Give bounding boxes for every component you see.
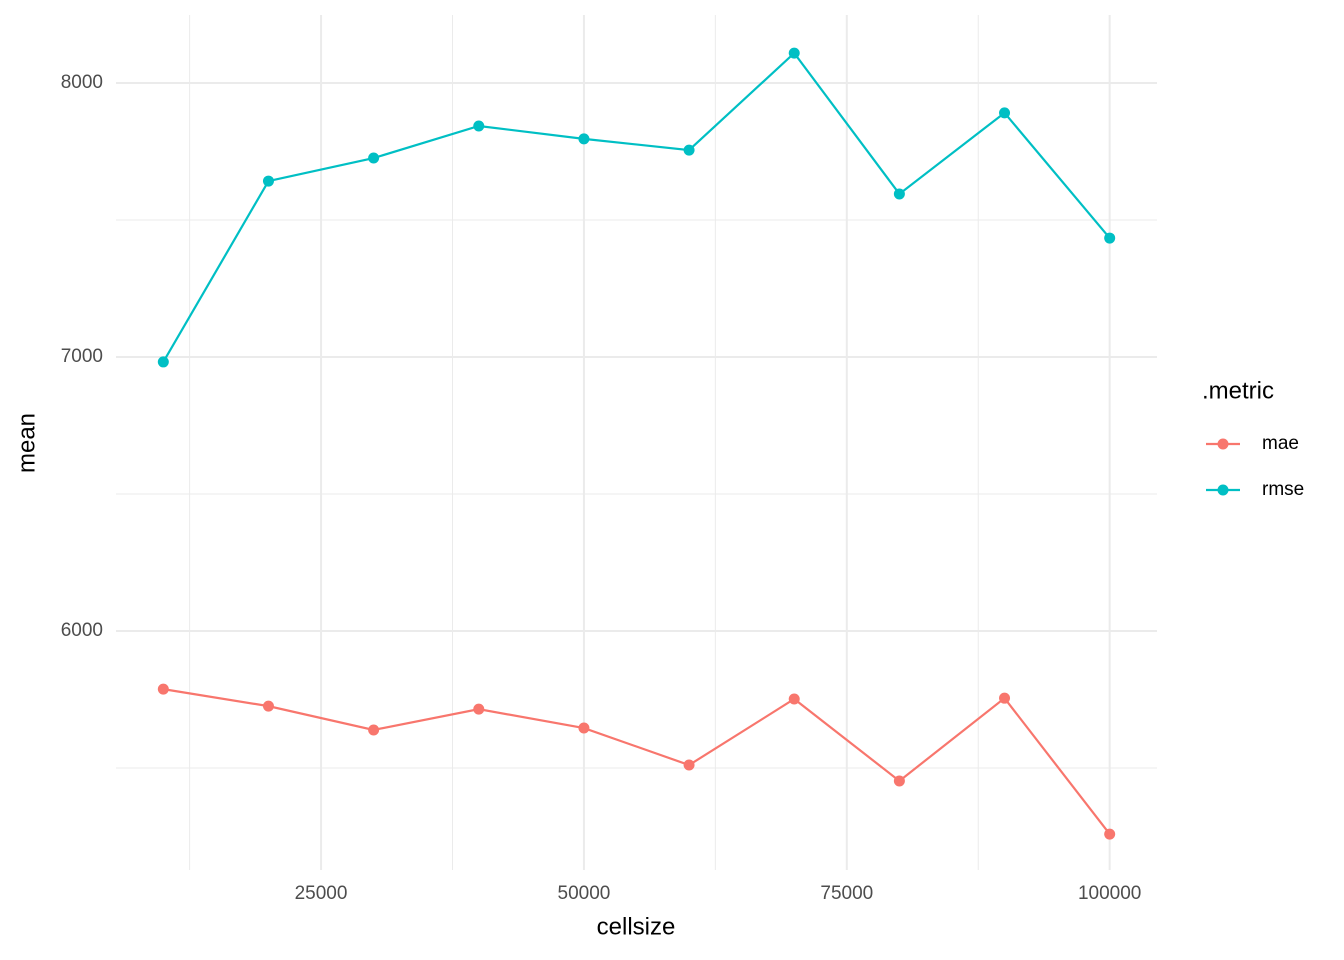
legend-title: .metric [1202, 377, 1274, 404]
point [368, 724, 380, 736]
point [262, 700, 274, 712]
y-tick-label: 7000 [61, 346, 103, 367]
point [578, 722, 590, 734]
y-axis-title: mean [13, 413, 40, 473]
x-tick-label: 25000 [295, 883, 348, 904]
point [1104, 232, 1116, 244]
legend-key-point [1217, 484, 1229, 496]
x-axis-title: cellsize [597, 913, 676, 940]
point [683, 759, 695, 771]
legend-key-point [1217, 438, 1229, 450]
legend-label: rmse [1262, 479, 1304, 500]
point [262, 175, 274, 187]
x-tick-label: 50000 [558, 883, 611, 904]
point [578, 133, 590, 145]
point [473, 120, 485, 132]
point [157, 683, 169, 695]
y-tick-label: 8000 [61, 72, 103, 93]
line [163, 688, 1111, 835]
point [683, 144, 695, 156]
x-tick-label: 100000 [1078, 883, 1141, 904]
point [788, 693, 800, 705]
legend-label: mae [1262, 433, 1299, 454]
point [473, 703, 485, 715]
line [162, 51, 1111, 363]
point [999, 692, 1011, 704]
point [893, 775, 905, 787]
x-tick-label: 75000 [820, 883, 873, 904]
point [788, 47, 800, 59]
point [1104, 828, 1116, 840]
point [157, 356, 169, 368]
y-tick-label: 6000 [61, 620, 103, 641]
point [999, 107, 1011, 119]
point [368, 152, 380, 164]
grid [116, 15, 1157, 870]
point [893, 188, 905, 200]
